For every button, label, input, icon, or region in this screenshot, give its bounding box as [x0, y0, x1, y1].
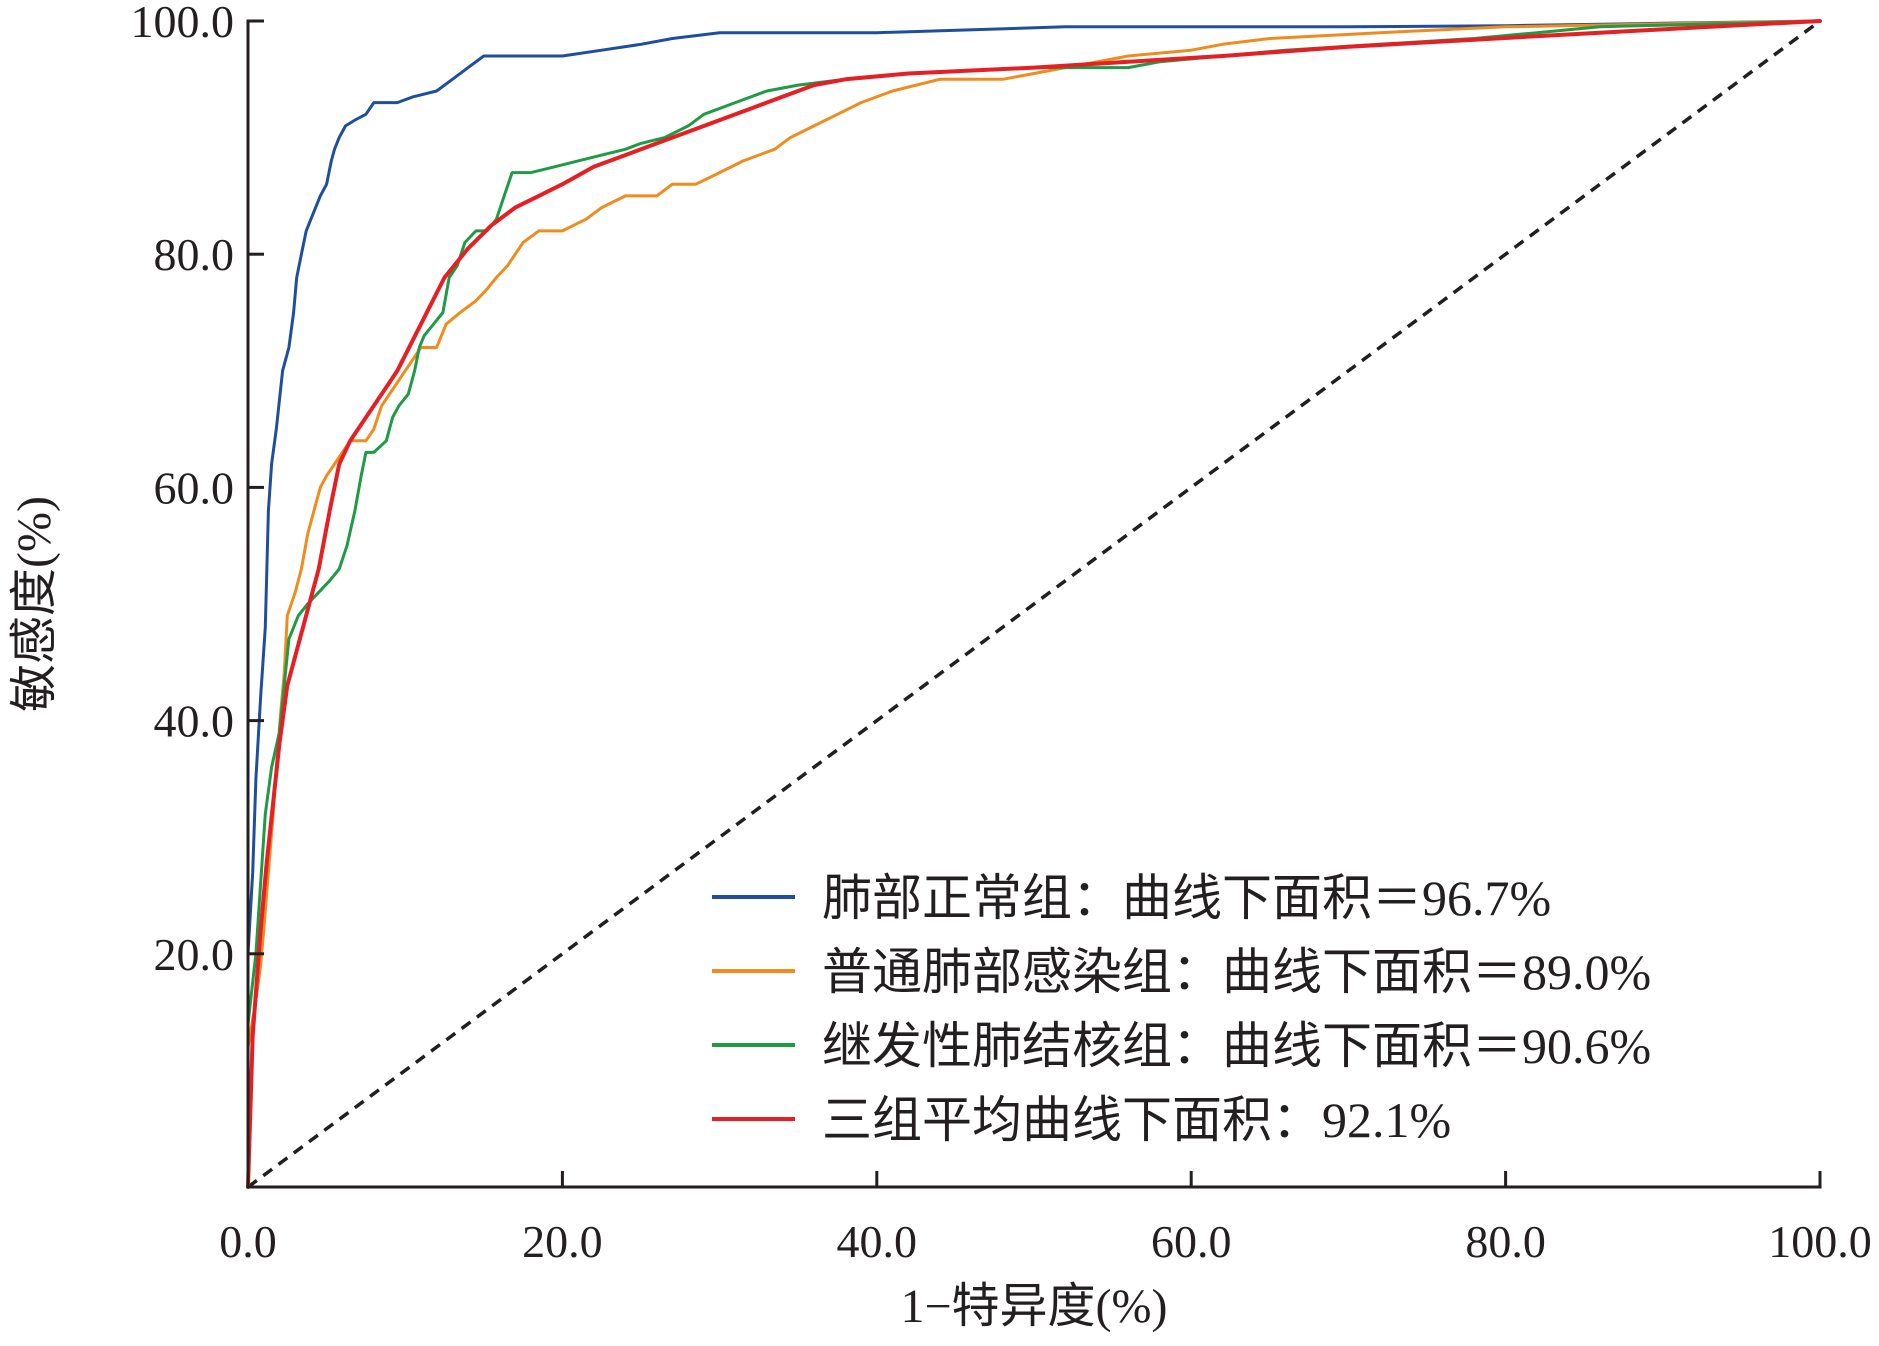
x-tick-label: 0.0 — [219, 1216, 277, 1267]
y-tick-label: 100.0 — [131, 0, 235, 47]
y-axis-title: 敏感度(%) — [8, 496, 61, 712]
legend-label-4: 三组平均曲线下面积：92.1% — [822, 1092, 1451, 1148]
series-line-4 — [246, 19, 1822, 1189]
reference-line-layer — [246, 19, 1822, 1189]
y-tick-label: 20.0 — [154, 929, 235, 980]
y-tick-label: 80.0 — [154, 229, 235, 280]
x-tick-label: 40.0 — [837, 1216, 918, 1267]
reference-diagonal-line — [246, 19, 1822, 1189]
x-tick-label: 80.0 — [1465, 1216, 1546, 1267]
legend-label-1: 肺部正常组：曲线下面积＝96.7% — [822, 870, 1551, 926]
series-line-1 — [246, 19, 1822, 1189]
x-tick-label: 100.0 — [1768, 1216, 1872, 1267]
legend-label-2: 普通肺部感染组：曲线下面积＝89.0% — [822, 944, 1651, 1000]
x-tick-label: 60.0 — [1151, 1216, 1232, 1267]
x-tick-label: 20.0 — [522, 1216, 603, 1267]
y-tick-label: 40.0 — [154, 696, 235, 747]
y-tick-label: 60.0 — [154, 462, 235, 513]
legend: 肺部正常组：曲线下面积＝96.7% 普通肺部感染组：曲线下面积＝89.0% 继发性肺… — [712, 870, 1651, 1148]
tick-layer: 0.0 20.0 40.0 60.0 80.0 100.0 20.0 40.0 60.0 80.0… — [131, 0, 1872, 1267]
series-layer — [246, 19, 1822, 1189]
series-line-2 — [246, 19, 1822, 1189]
axes-layer — [246, 19, 1822, 1189]
legend-label-3: 继发性肺结核组：曲线下面积＝90.6% — [822, 1018, 1651, 1074]
x-axis-title: 1−特异度(%) — [900, 1280, 1167, 1333]
